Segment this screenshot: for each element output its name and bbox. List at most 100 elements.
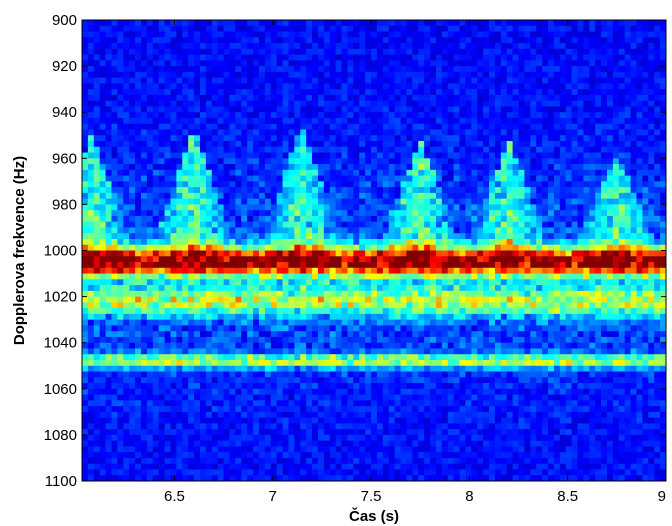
heatmap-cell	[211, 31, 219, 38]
heatmap-cell	[317, 187, 325, 194]
heatmap-cell	[87, 77, 95, 84]
heatmap-cell	[99, 388, 107, 396]
heatmap-cell	[412, 411, 419, 419]
heatmap-cell	[329, 319, 337, 327]
heatmap-cell	[359, 238, 366, 246]
heatmap-cell	[111, 279, 118, 286]
heatmap-cell	[347, 54, 354, 61]
heatmap-cell	[406, 83, 413, 90]
heatmap-cell	[406, 440, 413, 448]
heatmap-cell	[129, 279, 136, 286]
heatmap-cell	[424, 429, 431, 436]
heatmap-cell	[406, 146, 413, 154]
heatmap-cell	[199, 135, 207, 142]
heatmap-cell	[435, 152, 443, 159]
heatmap-cell	[158, 325, 166, 332]
heatmap-cell	[140, 475, 148, 481]
heatmap-cell	[323, 273, 331, 280]
heatmap-cell	[152, 383, 160, 390]
heatmap-cell	[306, 359, 313, 367]
heatmap-cell	[394, 319, 402, 327]
heatmap-cell	[335, 336, 343, 344]
heatmap-cell	[394, 198, 402, 205]
heatmap-cell	[176, 100, 183, 108]
heatmap-cell	[105, 411, 113, 419]
heatmap-cell	[158, 198, 166, 205]
heatmap-cell	[135, 400, 142, 407]
heatmap-cell	[258, 117, 266, 125]
heatmap-cell	[335, 94, 343, 102]
heatmap-cell	[276, 429, 284, 436]
heatmap-cell	[382, 215, 390, 223]
heatmap-cell	[111, 152, 118, 159]
heatmap-cell	[418, 475, 425, 481]
heatmap-cell	[418, 319, 425, 327]
heatmap-cell	[353, 54, 360, 61]
heatmap-cell	[158, 112, 166, 119]
heatmap-cell	[82, 77, 89, 84]
heatmap-cell	[312, 181, 319, 188]
heatmap-cell	[247, 400, 254, 407]
heatmap-cell	[406, 227, 413, 234]
heatmap-cell	[235, 94, 242, 102]
heatmap-cell	[435, 227, 443, 234]
heatmap-cell	[140, 383, 148, 390]
heatmap-cell	[412, 164, 419, 171]
heatmap-cell	[253, 106, 260, 113]
heatmap-cell	[217, 117, 225, 125]
heatmap-cell	[223, 262, 231, 269]
heatmap-cell	[335, 296, 343, 303]
heatmap-cell	[205, 221, 213, 229]
heatmap-cell	[394, 192, 402, 200]
heatmap-cell	[382, 452, 390, 459]
heatmap-cell	[424, 256, 431, 263]
heatmap-cell	[365, 77, 372, 84]
heatmap-cell	[335, 313, 343, 321]
heatmap-cell	[146, 244, 154, 252]
heatmap-cell	[312, 302, 319, 309]
heatmap-cell	[335, 31, 343, 38]
heatmap-cell	[87, 429, 95, 436]
heatmap-cell	[441, 181, 449, 188]
heatmap-cell	[335, 181, 343, 188]
heatmap-cell	[388, 71, 396, 79]
heatmap-cell	[217, 308, 225, 315]
heatmap-cell	[247, 394, 254, 401]
heatmap-cell	[194, 25, 201, 33]
heatmap-cell	[282, 238, 290, 246]
heatmap-cell	[117, 37, 124, 44]
heatmap-cell	[447, 77, 455, 84]
heatmap-cell	[241, 446, 248, 453]
heatmap-cell	[317, 285, 325, 292]
heatmap-cell	[170, 429, 177, 436]
heatmap-cell	[194, 463, 201, 471]
heatmap-cell	[312, 233, 319, 240]
heatmap-cell	[430, 106, 437, 113]
heatmap-cell	[294, 400, 301, 407]
heatmap-cell	[376, 365, 384, 373]
heatmap-cell	[111, 394, 118, 401]
heatmap-cell	[359, 457, 366, 465]
heatmap-cell	[341, 71, 349, 79]
heatmap-cell	[317, 112, 325, 119]
heatmap-cell	[229, 210, 236, 217]
heatmap-cell	[129, 210, 136, 217]
heatmap-cell	[152, 331, 160, 338]
heatmap-cell	[140, 365, 148, 373]
heatmap-cell	[105, 348, 113, 355]
heatmap-cell	[382, 325, 390, 332]
heatmap-cell	[211, 181, 219, 188]
heatmap-cell	[241, 94, 248, 102]
heatmap-cell	[264, 77, 272, 84]
heatmap-cell	[99, 290, 107, 298]
heatmap-cell	[235, 221, 242, 229]
heatmap-cell	[205, 117, 213, 125]
heatmap-cell	[376, 100, 384, 108]
heatmap-cell	[264, 354, 272, 361]
heatmap-cell	[182, 233, 189, 240]
heatmap-cell	[365, 20, 372, 27]
heatmap-cell	[87, 457, 95, 465]
heatmap-cell	[376, 388, 384, 396]
heatmap-cell	[323, 279, 331, 286]
heatmap-cell	[317, 475, 325, 481]
